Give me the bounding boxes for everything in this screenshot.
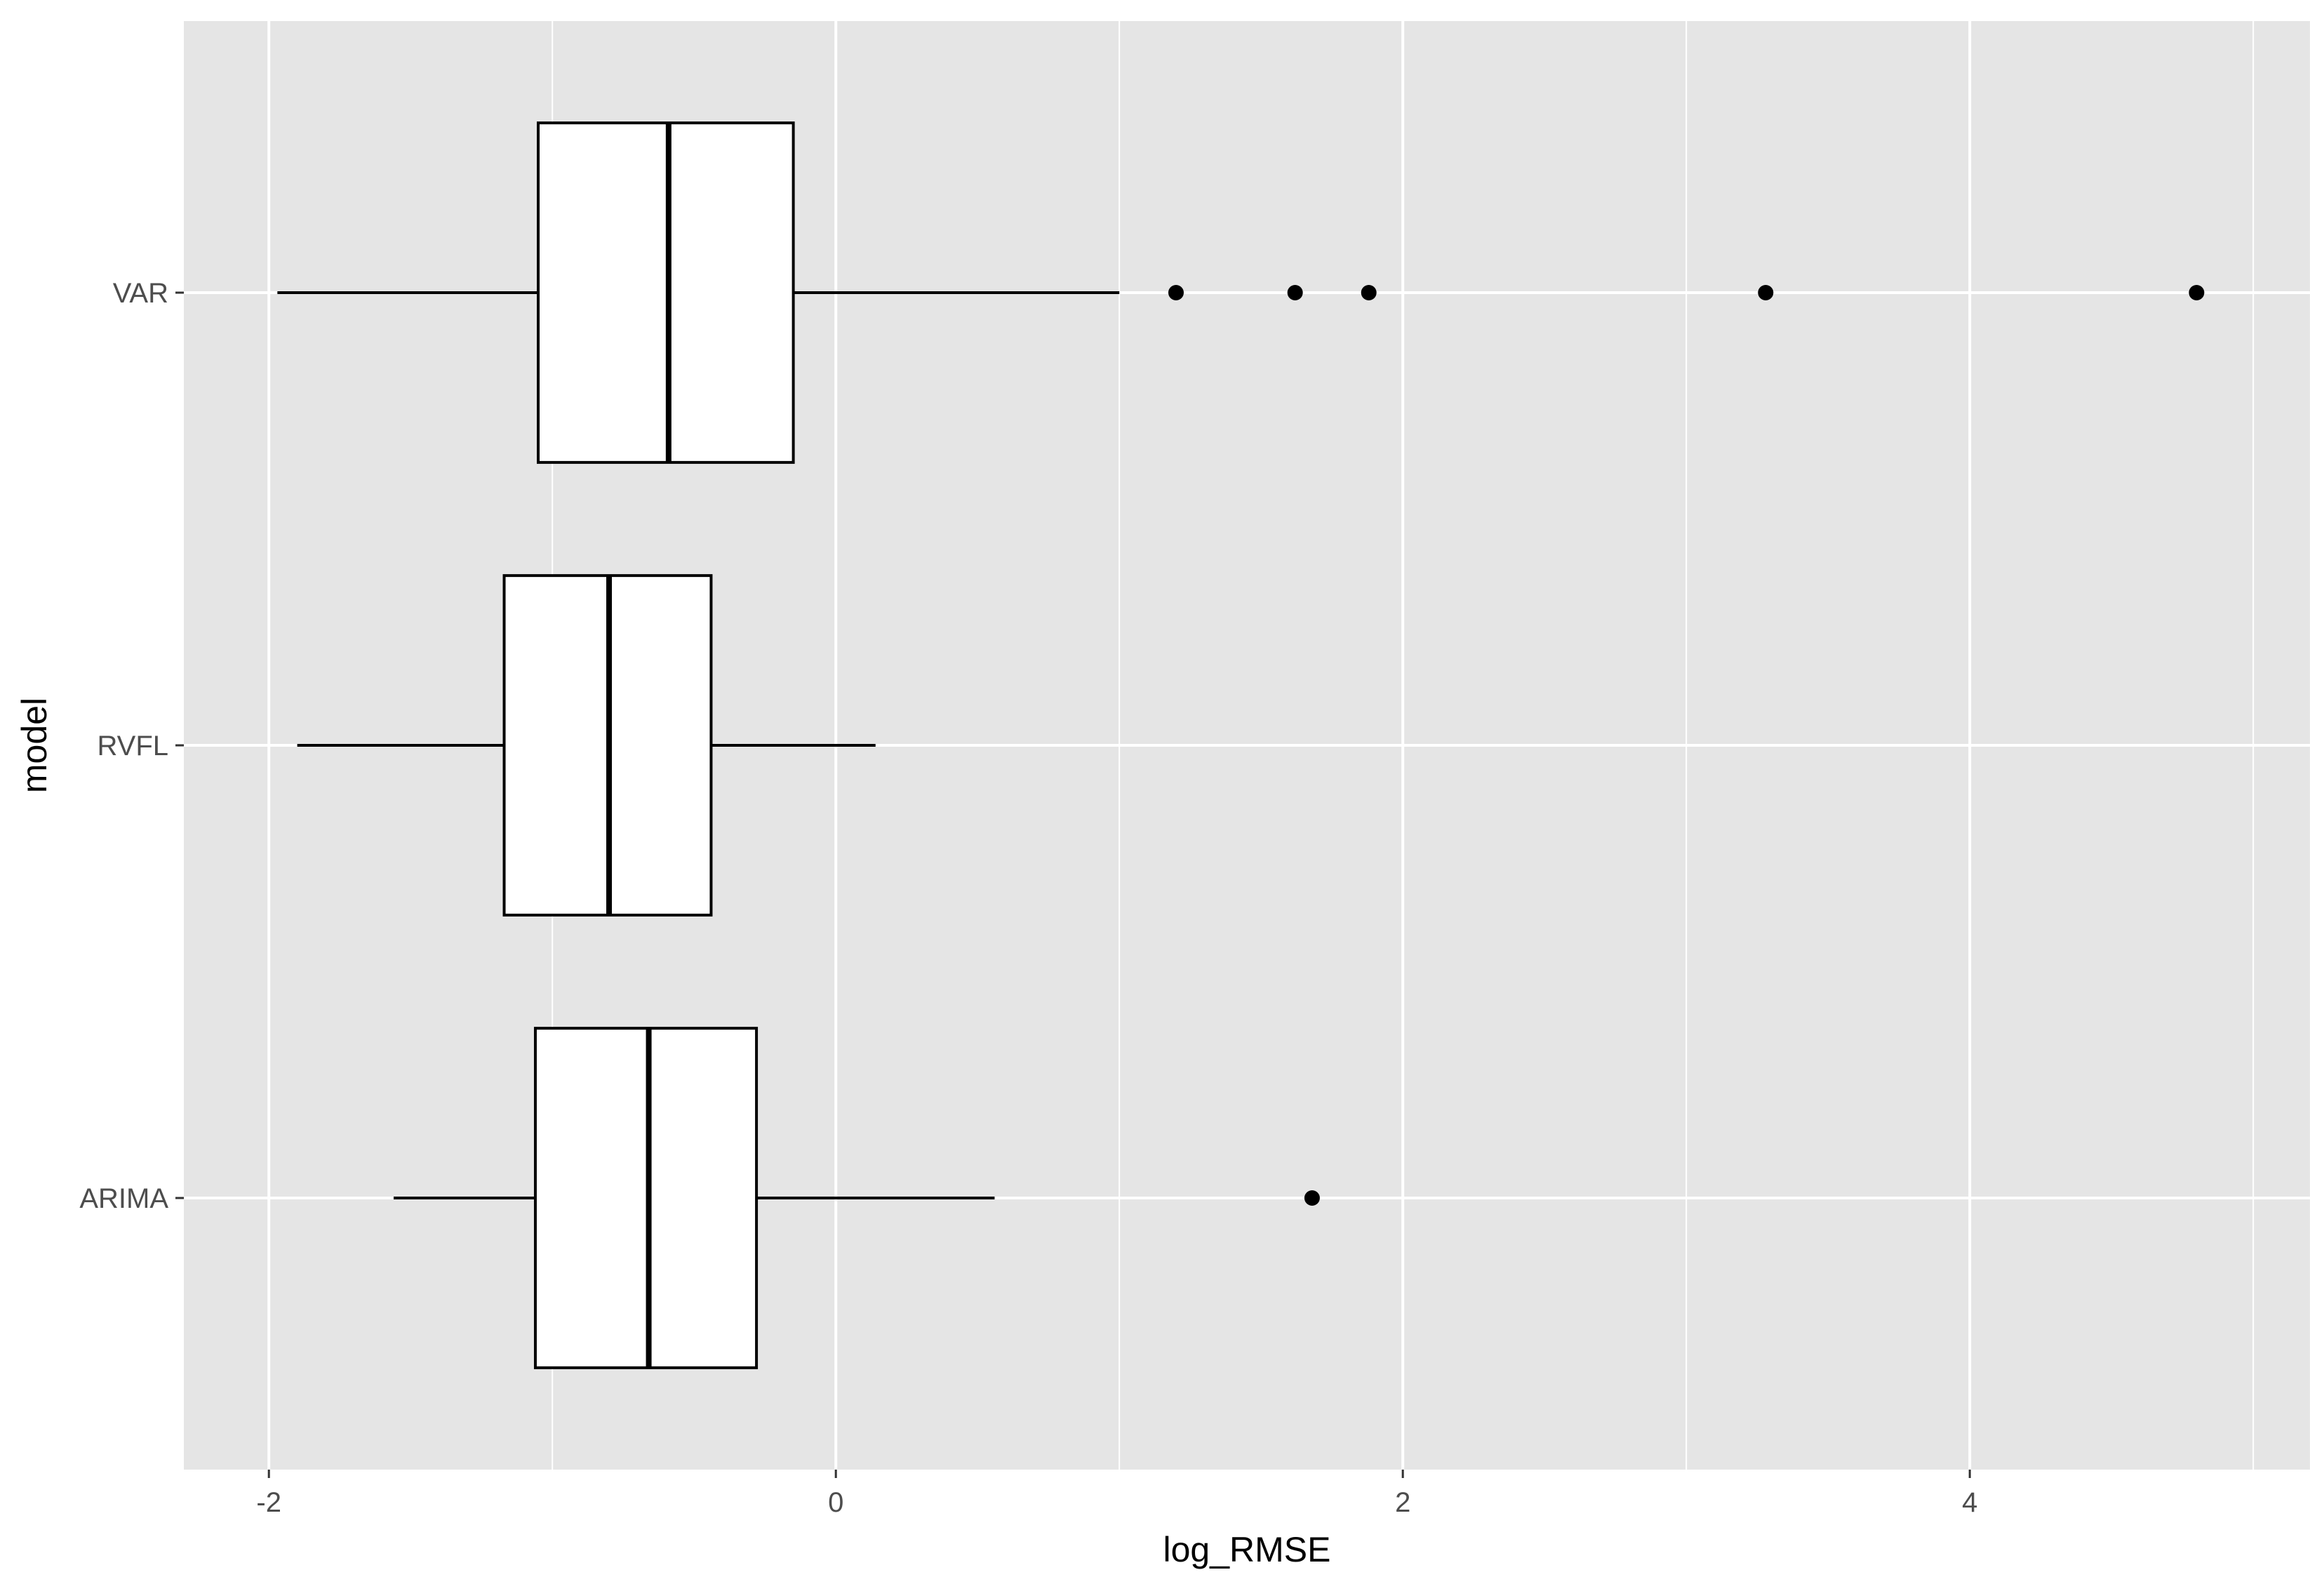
outlier-point <box>1168 285 1184 300</box>
box-arima <box>393 1027 1320 1369</box>
outlier-point <box>1304 1190 1320 1206</box>
box-var <box>277 121 2205 464</box>
box-rvfl <box>297 574 876 917</box>
y-axis: ARIMA RVFL VAR <box>79 278 184 1214</box>
outlier-point <box>1287 285 1303 300</box>
y-tick-label: VAR <box>113 278 168 309</box>
x-tick-label: 2 <box>1395 1487 1410 1518</box>
outlier-point <box>1758 285 1774 300</box>
outlier-point <box>1361 285 1377 300</box>
x-tick-label: 0 <box>828 1487 843 1518</box>
y-tick-label: ARIMA <box>79 1183 168 1214</box>
box-iqr <box>537 121 795 464</box>
box-iqr <box>533 1027 759 1369</box>
boxplot-series <box>277 121 2205 1369</box>
x-tick-label: 4 <box>1962 1487 1977 1518</box>
y-tick-label: RVFL <box>97 731 168 761</box>
x-axis-title: log_RMSE <box>1163 1530 1331 1569</box>
x-axis: -2 0 2 4 <box>256 1470 1977 1518</box>
outlier-point <box>2189 285 2205 300</box>
x-tick-label: -2 <box>256 1487 281 1518</box>
y-axis-title: model <box>15 698 54 793</box>
